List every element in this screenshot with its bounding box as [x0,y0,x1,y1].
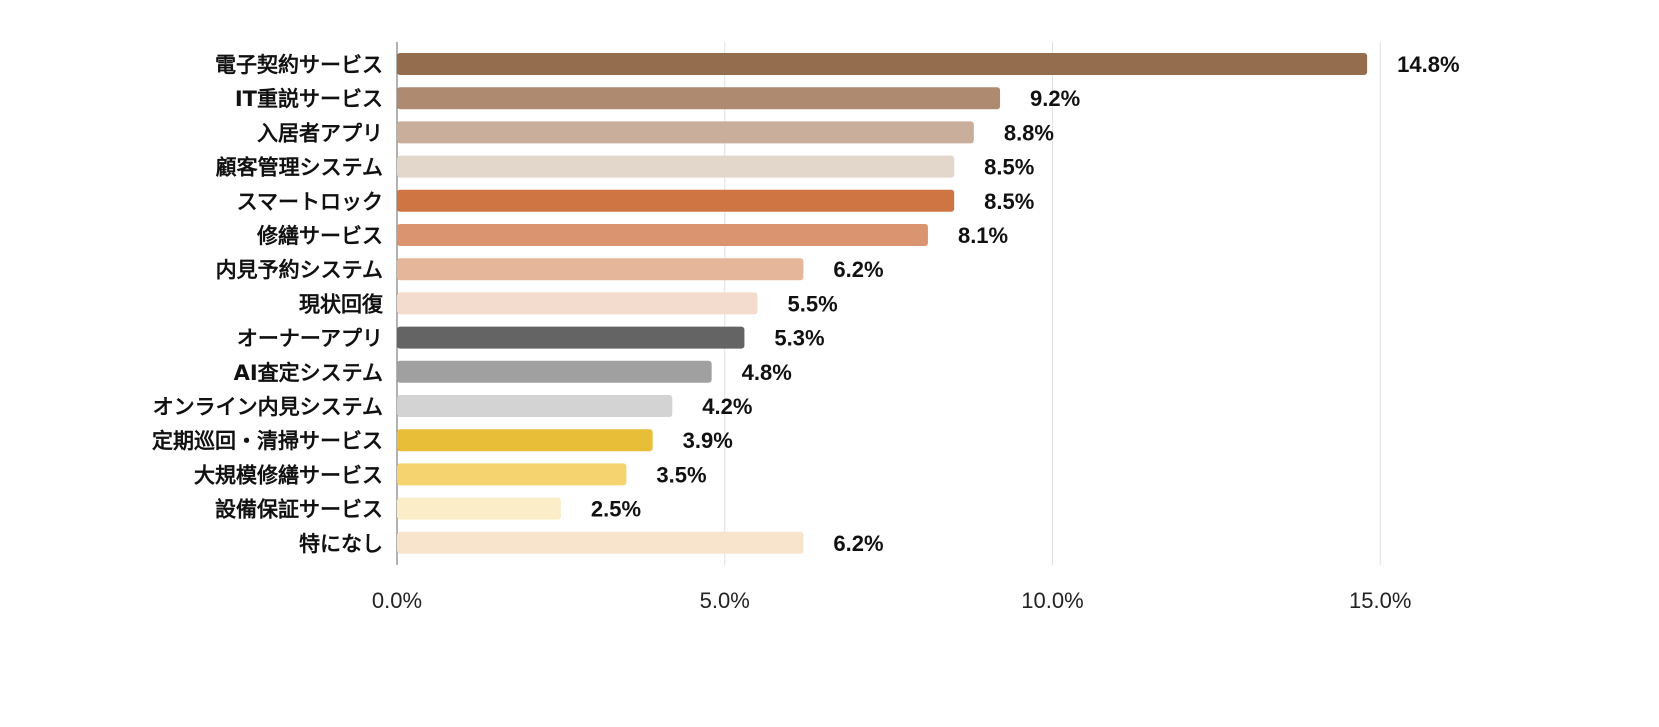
category-label: 入居者アプリ [257,121,383,145]
bar [397,53,1368,75]
bar [397,326,745,349]
bar [397,87,1001,110]
category-label: IT重説サービス [235,87,383,111]
category-label: 大規模修繕サービス [194,463,383,487]
data-label: 5.5% [788,291,838,316]
bar [397,224,928,246]
bar [397,360,712,383]
data-label: 5.3% [774,326,824,351]
data-label: 8.8% [1004,120,1054,145]
data-label: 4.8% [742,360,792,385]
data-label: 6.2% [833,257,883,282]
category-label: 電子契約サービス [215,53,383,77]
x-tick-label: 15.0% [1349,588,1411,613]
data-label: 9.2% [1030,86,1080,111]
category-label: スマートロック [237,190,383,214]
data-label: 14.8% [1397,52,1459,77]
bar [397,429,653,452]
category-label: 特になし [299,532,383,556]
bar [397,395,673,417]
category-label: 内見予約システム [216,258,383,282]
category-label: オンライン内見システム [153,395,383,419]
bar [397,258,804,281]
bar [397,189,955,212]
x-tick-label: 5.0% [700,588,750,613]
data-label: 8.5% [984,189,1034,214]
category-label: 設備保証サービス [215,498,383,522]
data-label: 2.5% [591,497,641,522]
data-label: 3.5% [656,462,706,487]
category-label: 定期巡回・清掃サービス [152,429,383,453]
bar [397,531,804,554]
bar [397,155,955,178]
data-label: 6.2% [833,531,883,556]
data-label: 4.2% [702,394,752,419]
category-label: AI査定システム [234,361,383,385]
data-label: 8.1% [958,223,1008,248]
data-label: 3.9% [683,428,733,453]
bar [397,463,627,486]
category-label: オーナーアプリ [237,327,383,351]
category-label: 顧客管理システム [216,156,383,180]
x-tick-label: 0.0% [372,588,422,613]
bar [397,292,758,315]
x-tick-label: 10.0% [1021,588,1083,613]
category-label: 現状回復 [299,292,384,316]
category-label: 修繕サービス [256,224,383,248]
bar [397,497,561,520]
bar [397,121,974,144]
data-label: 8.5% [984,155,1034,180]
